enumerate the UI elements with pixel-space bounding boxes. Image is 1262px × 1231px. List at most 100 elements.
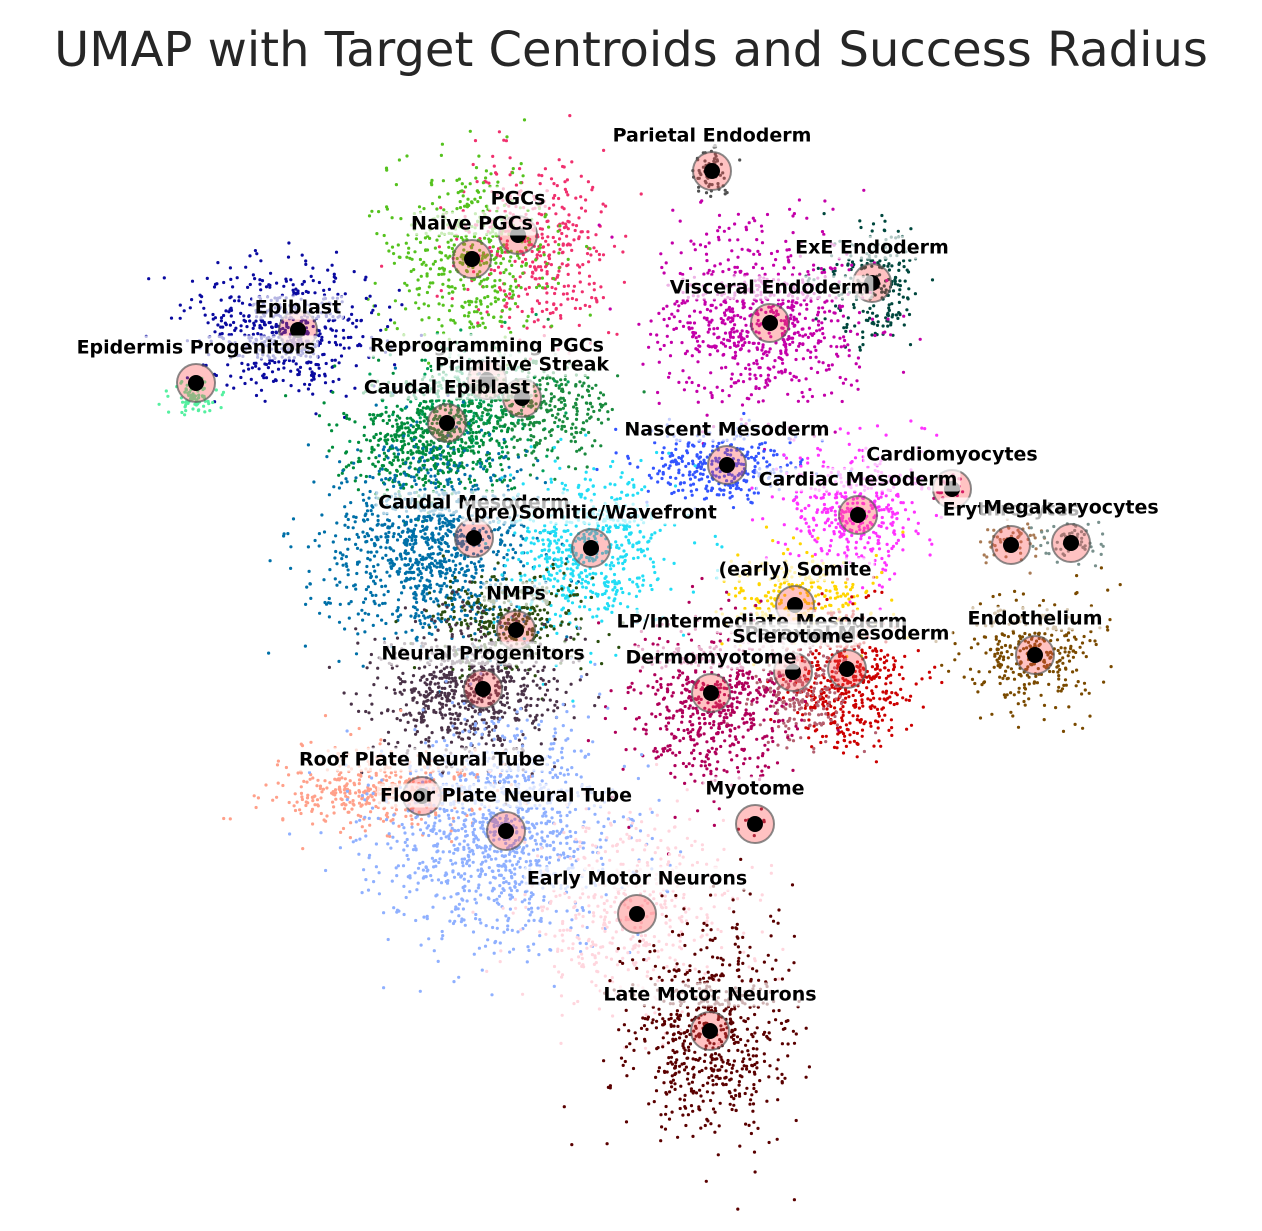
scatter-point <box>549 428 554 432</box>
scatter-point <box>479 302 483 306</box>
scatter-point <box>788 342 792 347</box>
scatter-point <box>423 372 427 376</box>
scatter-point <box>656 340 660 344</box>
scatter-point <box>736 379 741 383</box>
scatter-point <box>347 346 351 350</box>
scatter-point <box>504 305 508 309</box>
scatter-point <box>488 416 492 420</box>
scatter-point <box>901 295 905 299</box>
scatter-point <box>649 319 653 323</box>
scatter-point <box>622 280 627 284</box>
scatter-point <box>329 327 333 331</box>
scatter-point <box>482 189 486 193</box>
scatter-point <box>755 346 759 350</box>
scatter-point <box>502 270 506 275</box>
scatter-point <box>805 303 809 307</box>
scatter-point <box>880 515 884 520</box>
scatter-point <box>560 251 565 255</box>
scatter-point <box>472 235 477 239</box>
scatter-point <box>743 341 747 345</box>
scatter-point <box>746 497 750 501</box>
scatter-point <box>327 287 331 291</box>
scatter-point <box>463 314 467 318</box>
scatter-point <box>741 343 746 347</box>
scatter-point <box>903 508 908 512</box>
scatter-point <box>681 488 685 492</box>
scatter-point <box>464 441 468 445</box>
scatter-point <box>546 317 550 321</box>
scatter-point <box>384 405 388 410</box>
scatter-point <box>281 378 285 383</box>
scatter-point <box>542 325 546 329</box>
scatter-point <box>451 573 455 578</box>
scatter-point <box>258 325 263 329</box>
scatter-point <box>517 256 521 260</box>
scatter-point <box>273 360 277 365</box>
scatter-point <box>182 309 186 313</box>
scatter-point <box>507 296 511 300</box>
scatter-point <box>767 350 771 354</box>
scatter-point <box>649 476 653 480</box>
scatter-point <box>744 225 748 229</box>
scatter-point <box>392 549 396 553</box>
scatter-point <box>342 336 346 340</box>
scatter-point <box>251 326 255 330</box>
scatter-point <box>885 278 889 283</box>
scatter-point <box>780 332 785 336</box>
scatter-point <box>383 435 387 439</box>
scatter-point <box>471 449 475 453</box>
scatter-point <box>465 564 469 568</box>
scatter-point <box>883 290 887 295</box>
scatter-point <box>870 333 874 337</box>
scatter-point <box>697 350 701 354</box>
scatter-point <box>471 417 475 421</box>
scatter-point <box>550 413 555 418</box>
scatter-point <box>475 180 479 184</box>
scatter-point <box>248 282 252 287</box>
scatter-point <box>556 412 560 416</box>
scatter-point <box>424 453 428 457</box>
scatter-point <box>714 306 718 310</box>
scatter-point <box>555 184 559 188</box>
scatter-point <box>870 229 874 233</box>
scatter-point <box>717 225 722 229</box>
scatter-point <box>577 237 581 241</box>
scatter-point <box>194 403 198 407</box>
scatter-point <box>728 486 733 490</box>
scatter-point <box>533 265 537 269</box>
scatter-point <box>779 319 783 323</box>
scatter-point <box>473 139 478 143</box>
scatter-point <box>808 355 813 360</box>
scatter-point <box>672 327 676 331</box>
scatter-point <box>466 287 470 292</box>
scatter-point <box>468 326 472 330</box>
scatter-point <box>916 521 920 525</box>
scatter-point <box>873 333 877 338</box>
scatter-point <box>749 500 753 504</box>
scatter-point <box>664 261 668 265</box>
scatter-point <box>199 300 203 304</box>
scatter-point <box>767 305 771 309</box>
scatter-point <box>772 453 776 457</box>
scatter-point <box>500 446 504 450</box>
scatter-point <box>422 207 426 211</box>
scatter-point <box>266 366 270 370</box>
scatter-point <box>461 209 465 213</box>
scatter-point <box>504 413 508 417</box>
scatter-point <box>723 188 727 192</box>
scatter-point <box>379 328 383 332</box>
scatter-point <box>717 238 721 242</box>
scatter-point <box>599 444 603 448</box>
scatter-point <box>863 546 867 550</box>
scatter-point <box>782 319 786 323</box>
scatter-point <box>427 285 431 289</box>
scatter-point <box>422 463 427 467</box>
scatter-point <box>447 309 452 313</box>
scatter-point <box>738 269 742 274</box>
scatter-point <box>474 176 478 180</box>
scatter-point <box>777 370 781 374</box>
scatter-point <box>744 323 748 327</box>
scatter-point <box>723 344 728 348</box>
scatter-point <box>804 521 808 525</box>
scatter-point <box>662 343 666 348</box>
